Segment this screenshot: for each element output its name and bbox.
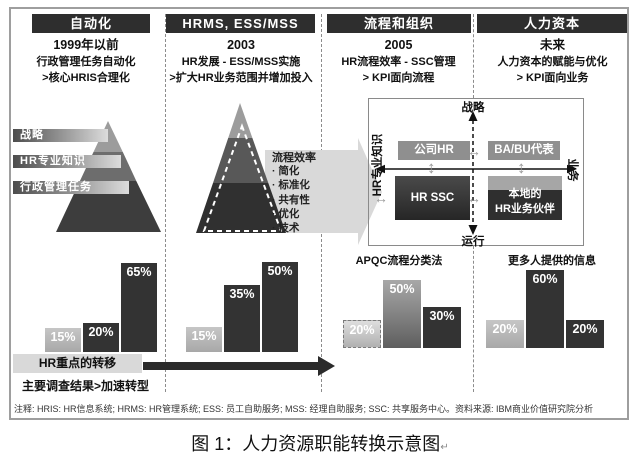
column-subtitle-process-org: 2005 HR流程效率 - SSC管理 > KPI面向流程 [324,37,473,87]
transfer-arrow-head-icon [318,356,335,376]
matrix-axis-operations: 运行 [461,236,485,248]
detail-label: >核心HRIS合理化 [42,72,130,84]
column-header-automation: 自动化 [32,14,150,33]
period-label: 未来 [539,38,565,52]
theme-label: 行政管理任务自动化 [36,55,136,68]
arrow-left-icon [375,164,385,174]
pyramid-right [196,103,286,233]
column-divider-1 [165,14,166,392]
double-arrow-h-icon: ↔ [467,143,481,159]
chart-title-more-info: 更多人提供的信息 [508,255,596,267]
column-header-human-capital: 人力资本 [477,14,627,33]
period-label: 2003 [227,38,255,52]
arrow-right-icon [567,164,577,174]
process-item: · 优化 [272,207,300,220]
detail-label: > KPI面向业务 [516,72,589,84]
bar-35%: 35% [224,285,260,352]
arrow-down-icon [468,225,478,235]
double-arrow-h-icon: ↔ [374,190,388,206]
matrix-box-local-hr-partner: 本地的 HR业务伙伴 [488,176,562,220]
bar-20%: 20% [83,323,119,352]
double-arrow-v-icon: ↕ [517,158,526,177]
column-subtitle-automation: 1999年以前 行政管理任务自动化 >核心HRIS合理化 [12,37,160,87]
pyramid-label-admin-tasks: 行政管理任务 [13,181,129,194]
matrix-box-hr-ssc: HR SSC [395,176,470,220]
double-arrow-h-icon: ↔ [467,190,481,206]
column-header-hrms: HRMS, ESS/MSS [166,14,315,33]
bar-20%: 20% [566,320,604,348]
dashed-triangle [202,123,283,232]
bar-value-label: 50% [389,282,415,296]
chart-title-apqc: APQC流程分类法 [355,255,443,267]
column-divider-3-top [473,14,474,98]
arrow-up-icon [468,111,478,121]
bar-group-hrms: 15% 35% 50% [186,262,298,352]
caption-text: 图 1：人力资源职能转换示意图 [191,434,441,454]
bar-group-human-capital: 20% 60% 20% [486,270,604,348]
bar-50%: 50% [383,280,421,348]
process-item: · 技术 [272,222,300,235]
local-label-line2: HR业务伙伴 [495,203,555,215]
bar-15%: 15% [186,327,222,352]
matrix-frame [368,98,584,246]
column-header-process-org: 流程和组织 [327,14,471,33]
process-box-title: 流程效率 [272,152,316,164]
bar-value-label: 30% [429,309,455,323]
key-finding-text: 主要调查结果>加速转型 [22,379,150,393]
theme-label: 人力资本的赋能与优化 [497,55,608,68]
double-arrow-v-icon: ↕ [427,158,436,177]
local-label-line1: 本地的 [508,188,542,200]
return-mark-icon: ↵ [440,442,449,453]
bar-15%: 15% [45,328,81,352]
transfer-arrow-shaft [143,362,318,370]
bar-value-label: 50% [267,264,293,278]
footnote-text: 注释: HRIS: HR信息系统; HRMS: HR管理系统; ESS: 员工自… [14,404,594,414]
bar-value-label: 35% [229,287,255,301]
bar-20%: 20% [343,320,381,348]
matrix-axis-strategy: 战略 [461,102,485,114]
bar-50%: 50% [262,262,298,352]
column-divider-3-bottom [473,246,474,392]
column-subtitle-hrms: 2003 HR发展 - ESS/MSS实施 >扩大HR业务范围并增加投入 [163,37,319,87]
pyramid-label-hr-expertise: HR专业知识 [13,155,121,168]
bar-value-label: 20% [572,322,598,336]
bar-value-label: 65% [126,265,152,279]
figure-caption: 图 1：人力资源职能转换示意图↵ [0,430,640,456]
detail-label: > KPI面向流程 [362,72,435,84]
process-item: · 标准化 [272,179,310,192]
bar-value-label: 20% [492,322,518,336]
matrix-box-corporate-hr: 公司HR [398,141,470,160]
bar-value-label: 60% [532,272,558,286]
process-item: · 简化 [272,165,300,177]
detail-label: >扩大HR业务范围并增加投入 [169,72,313,84]
box-gray-band [488,176,562,190]
bar-value-label: 15% [191,329,217,343]
process-band-arrow [265,138,382,245]
bar-20%: 20% [486,320,524,348]
bar-60%: 60% [526,270,564,348]
pyramid-label-strategy: 战略 [13,129,108,142]
theme-label: HR发展 - ESS/MSS实施 [181,55,301,68]
period-label: 2005 [384,38,413,52]
hr-focus-shift-box: HR重点的转移 [13,354,142,373]
bar-30%: 30% [423,307,461,348]
period-label: 1999年以前 [53,38,119,52]
column-subtitle-human-capital: 未来 人力资本的赋能与优化 > KPI面向业务 [477,37,628,87]
matrix-box-ba-bu-rep: BA/BU代表 [488,141,560,160]
matrix-axes [375,111,577,235]
matrix-axis-business: 业务 [566,158,578,182]
bar-65%: 65% [121,263,157,352]
bar-group-automation: 15% 20% 65% [45,263,157,352]
bar-group-process-org: 20% 50% 30% [343,280,461,348]
process-item: · 共有性 [272,193,310,206]
matrix-axis-hr-expertise: HR专业知识 [372,133,384,197]
theme-label: HR流程效率 - SSC管理 [341,55,456,68]
bar-value-label: 20% [349,323,375,337]
bar-value-label: 20% [88,325,114,339]
bar-value-label: 15% [50,330,76,344]
process-box-list: · 简化 · 标准化 · 共有性 · 优化 · 技术 [272,164,310,235]
